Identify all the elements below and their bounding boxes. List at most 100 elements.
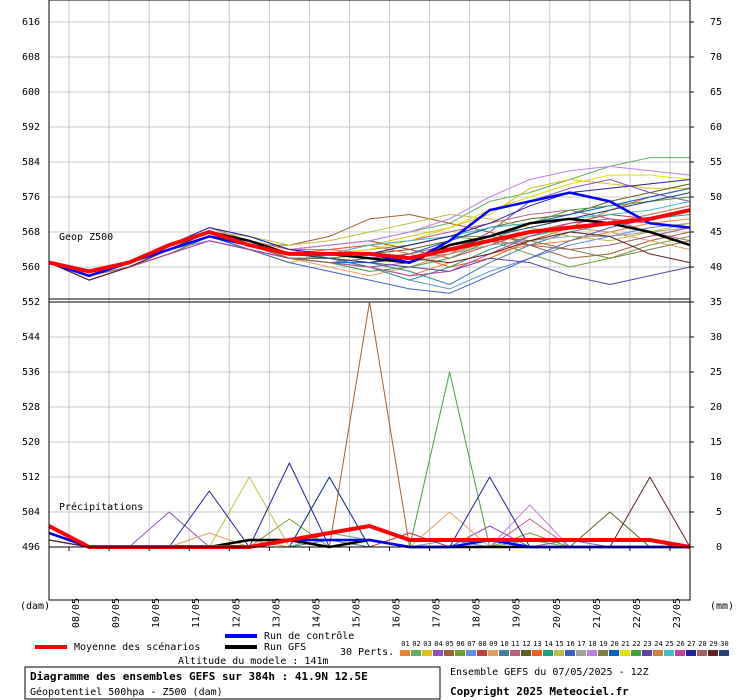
legend-label: 27 bbox=[687, 640, 695, 648]
x-tick-label: 21/05 bbox=[592, 598, 603, 628]
legend-swatch bbox=[400, 650, 410, 656]
y2-tick-label: 20 bbox=[710, 402, 722, 413]
legend-swatch bbox=[499, 650, 509, 656]
legend-swatch bbox=[576, 650, 586, 656]
series-line bbox=[48, 208, 691, 274]
legend-label: 17 bbox=[577, 640, 585, 648]
y2-tick-label: 40 bbox=[710, 262, 722, 273]
legend-swatch bbox=[653, 650, 663, 656]
x-tick-label: 14/05 bbox=[311, 598, 322, 628]
series-line bbox=[48, 218, 691, 281]
x-tick-label: 09/05 bbox=[111, 598, 122, 628]
legend-swatch bbox=[609, 650, 619, 656]
legend-swatch bbox=[422, 650, 432, 656]
legend-swatch bbox=[708, 650, 718, 656]
y-tick-label: 600 bbox=[22, 87, 40, 98]
y-axis-label: (dam) bbox=[20, 601, 50, 612]
legend-swatch bbox=[466, 650, 476, 656]
legend-label: 12 bbox=[522, 640, 530, 648]
x-tick-label: 16/05 bbox=[392, 598, 403, 628]
y2-tick-label: 25 bbox=[710, 367, 722, 378]
legend-swatch bbox=[719, 650, 729, 656]
y-tick-label: 568 bbox=[22, 227, 40, 238]
legend-label: 10 bbox=[500, 640, 508, 648]
y-tick-label: 504 bbox=[22, 507, 40, 518]
x-tick-label: 10/05 bbox=[151, 598, 162, 628]
legend-label: 29 bbox=[709, 640, 717, 648]
footer-title: Diagramme des ensembles GEFS sur 384h : … bbox=[30, 670, 368, 683]
legend-label: 04 bbox=[434, 640, 442, 648]
y2-tick-label: 10 bbox=[710, 472, 722, 483]
legend-swatch bbox=[598, 650, 608, 656]
y-tick-label: 584 bbox=[22, 157, 40, 168]
y2-tick-label: 55 bbox=[710, 157, 722, 168]
y-tick-label: 608 bbox=[22, 52, 40, 63]
legend-swatch bbox=[444, 650, 454, 656]
legend-label: 07 bbox=[467, 640, 475, 648]
legend-swatch bbox=[642, 650, 652, 656]
legend-label: 25 bbox=[665, 640, 673, 648]
legend-swatch bbox=[543, 650, 553, 656]
legend-swatch bbox=[477, 650, 487, 656]
legend-label: 01 bbox=[401, 640, 409, 648]
legend-swatch bbox=[664, 650, 674, 656]
legend-label: 06 bbox=[456, 640, 464, 648]
legend-label: 24 bbox=[654, 640, 662, 648]
x-tick-label: 12/05 bbox=[231, 598, 242, 628]
y2-axis-label: (mm) bbox=[710, 601, 734, 612]
legend-label: 30 bbox=[720, 640, 728, 648]
legend-label: 05 bbox=[445, 640, 453, 648]
x-tick-label: 11/05 bbox=[191, 598, 202, 628]
y-tick-label: 616 bbox=[22, 17, 40, 28]
legend-label: 26 bbox=[676, 640, 684, 648]
y2-tick-label: 75 bbox=[710, 17, 722, 28]
legend-label: 03 bbox=[423, 640, 431, 648]
y-tick-label: 512 bbox=[22, 472, 40, 483]
x-tick-label: 18/05 bbox=[472, 598, 483, 628]
legend-swatch bbox=[510, 650, 520, 656]
legend-swatch bbox=[587, 650, 597, 656]
y2-tick-label: 50 bbox=[710, 192, 722, 203]
legend-label: 20 bbox=[610, 640, 618, 648]
y-tick-label: 560 bbox=[22, 262, 40, 273]
legend-swatch bbox=[532, 650, 542, 656]
y2-tick-label: 45 bbox=[710, 227, 722, 238]
legend-label: Run GFS bbox=[264, 642, 306, 653]
y-tick-label: 496 bbox=[22, 542, 40, 553]
plot-frame bbox=[48, 0, 691, 601]
legend-label: 08 bbox=[478, 640, 486, 648]
legend-label: 22 bbox=[632, 640, 640, 648]
legend-swatch bbox=[521, 650, 531, 656]
x-tick-label: 13/05 bbox=[271, 598, 282, 628]
legend-swatch bbox=[675, 650, 685, 656]
x-tick-label: 08/05 bbox=[71, 598, 82, 628]
x-tick-label: 15/05 bbox=[351, 598, 362, 628]
legend-swatch bbox=[554, 650, 564, 656]
y2-tick-label: 15 bbox=[710, 437, 722, 448]
legend-label: 21 bbox=[621, 640, 629, 648]
legend-swatch bbox=[411, 650, 421, 656]
y-tick-label: 536 bbox=[22, 367, 40, 378]
legend-swatch bbox=[488, 650, 498, 656]
legend-swatch bbox=[631, 650, 641, 656]
legend-label: 13 bbox=[533, 640, 541, 648]
legend-label: 14 bbox=[544, 640, 552, 648]
y-tick-label: 576 bbox=[22, 192, 40, 203]
legend-label: 19 bbox=[599, 640, 607, 648]
y-tick-label: 520 bbox=[22, 437, 40, 448]
y-tick-label: 592 bbox=[22, 122, 40, 133]
legend-swatch bbox=[686, 650, 696, 656]
legend-swatch bbox=[455, 650, 465, 656]
y2-tick-label: 0 bbox=[716, 542, 722, 553]
y2-tick-label: 30 bbox=[710, 332, 722, 343]
legend-label: 09 bbox=[489, 640, 497, 648]
legend-swatch bbox=[565, 650, 575, 656]
footer-subtitle: Géopotentiel 500hpa - Z500 (dam) bbox=[30, 686, 223, 698]
legend-label: 18 bbox=[588, 640, 596, 648]
legend-label: 23 bbox=[643, 640, 651, 648]
legend-swatch bbox=[620, 650, 630, 656]
x-tick-label: 19/05 bbox=[512, 598, 523, 628]
y-tick-label: 528 bbox=[22, 402, 40, 413]
y-tick-label: 552 bbox=[22, 297, 40, 308]
